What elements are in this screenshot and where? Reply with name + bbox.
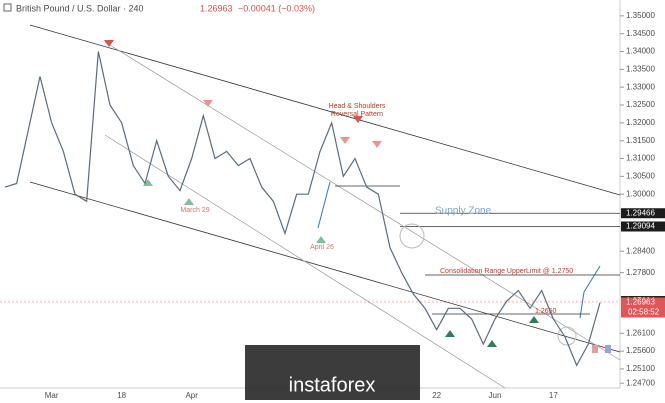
down-arrow — [203, 100, 213, 107]
price-label: 1.26963 — [626, 298, 655, 307]
watermark: instaforex — [289, 374, 376, 396]
up-arrow — [445, 330, 455, 337]
inner-line — [104, 134, 506, 389]
channel-bottom — [29, 181, 621, 353]
date-note: March 29 — [180, 207, 209, 214]
x-tick-label: Apr — [185, 391, 198, 400]
pattern-label: Reversal Pattern — [331, 111, 383, 118]
down-arrow — [353, 116, 363, 123]
symbol-title: British Pound / U.S. Dollar · 240 — [16, 3, 144, 13]
y-tick-label: 1.24700 — [626, 378, 655, 387]
y-tick-label: 1.33000 — [626, 82, 655, 91]
up-arrow — [529, 316, 539, 323]
down-arrow — [372, 141, 382, 148]
x-tick-label: 18 — [117, 391, 126, 400]
price-label-box — [621, 221, 665, 232]
x-tick-label: Jun — [489, 391, 502, 400]
projection-arrow — [317, 181, 331, 229]
up-arrow — [316, 236, 326, 243]
y-tick-label: 1.31000 — [626, 154, 655, 163]
inner-line — [104, 41, 621, 361]
price-label-box — [621, 208, 665, 219]
price-line-series — [4, 51, 601, 367]
countdown-box — [621, 307, 665, 318]
y-tick-label: 1.35000 — [626, 11, 655, 20]
y-tick-label: 1.33500 — [626, 64, 655, 73]
price-change: −0.00041 (−0.03%) — [238, 3, 315, 13]
down-arrow — [104, 40, 114, 47]
price-label: 1.29466 — [626, 208, 655, 217]
up-arrow — [487, 340, 497, 347]
menu-icon[interactable] — [3, 3, 12, 12]
date-note: April 26 — [310, 244, 334, 251]
up-arrow — [143, 179, 153, 186]
x-tick-label: Mar — [45, 391, 59, 400]
y-tick-label: 1.32500 — [626, 100, 655, 109]
y-tick-label: 1.32000 — [626, 118, 655, 127]
last-price: 1.26963 — [200, 3, 233, 13]
pattern-label: Head & Shoulders — [329, 103, 386, 110]
support-label: 1.2650 — [535, 308, 557, 315]
y-tick-label: 1.30000 — [626, 189, 655, 198]
y-tick-label: 1.34000 — [626, 47, 655, 56]
watermark-box — [245, 345, 420, 400]
down-arrow — [340, 137, 350, 144]
y-tick-label: 1.30500 — [626, 171, 655, 180]
event-icon — [605, 345, 611, 353]
y-tick-label: 1.34500 — [626, 29, 655, 38]
y-tick-label: 1.28400 — [626, 246, 655, 255]
event-icon — [592, 345, 598, 353]
highlight-circle — [399, 223, 425, 249]
y-tick-label: 1.26100 — [626, 328, 655, 337]
consolidation-label: Consolidation Range UpperLimit @ 1.2750 — [440, 268, 573, 275]
highlight-circle — [557, 326, 577, 346]
y-tick-label: 1.25100 — [626, 364, 655, 373]
price-label: 1.29094 — [626, 222, 655, 231]
up-arrow — [184, 198, 194, 205]
y-tick-label: 1.31500 — [626, 136, 655, 145]
x-tick-label: 17 — [549, 391, 558, 400]
x-tick-label: 22 — [432, 391, 441, 400]
price-label-box — [621, 297, 665, 308]
y-tick-label: 1.27800 — [626, 268, 655, 277]
channel-top — [29, 24, 621, 196]
supply-zone-label: Supply Zone — [435, 206, 492, 217]
y-tick-label: 1.25600 — [626, 346, 655, 355]
countdown: 02:58:52 — [628, 308, 660, 317]
